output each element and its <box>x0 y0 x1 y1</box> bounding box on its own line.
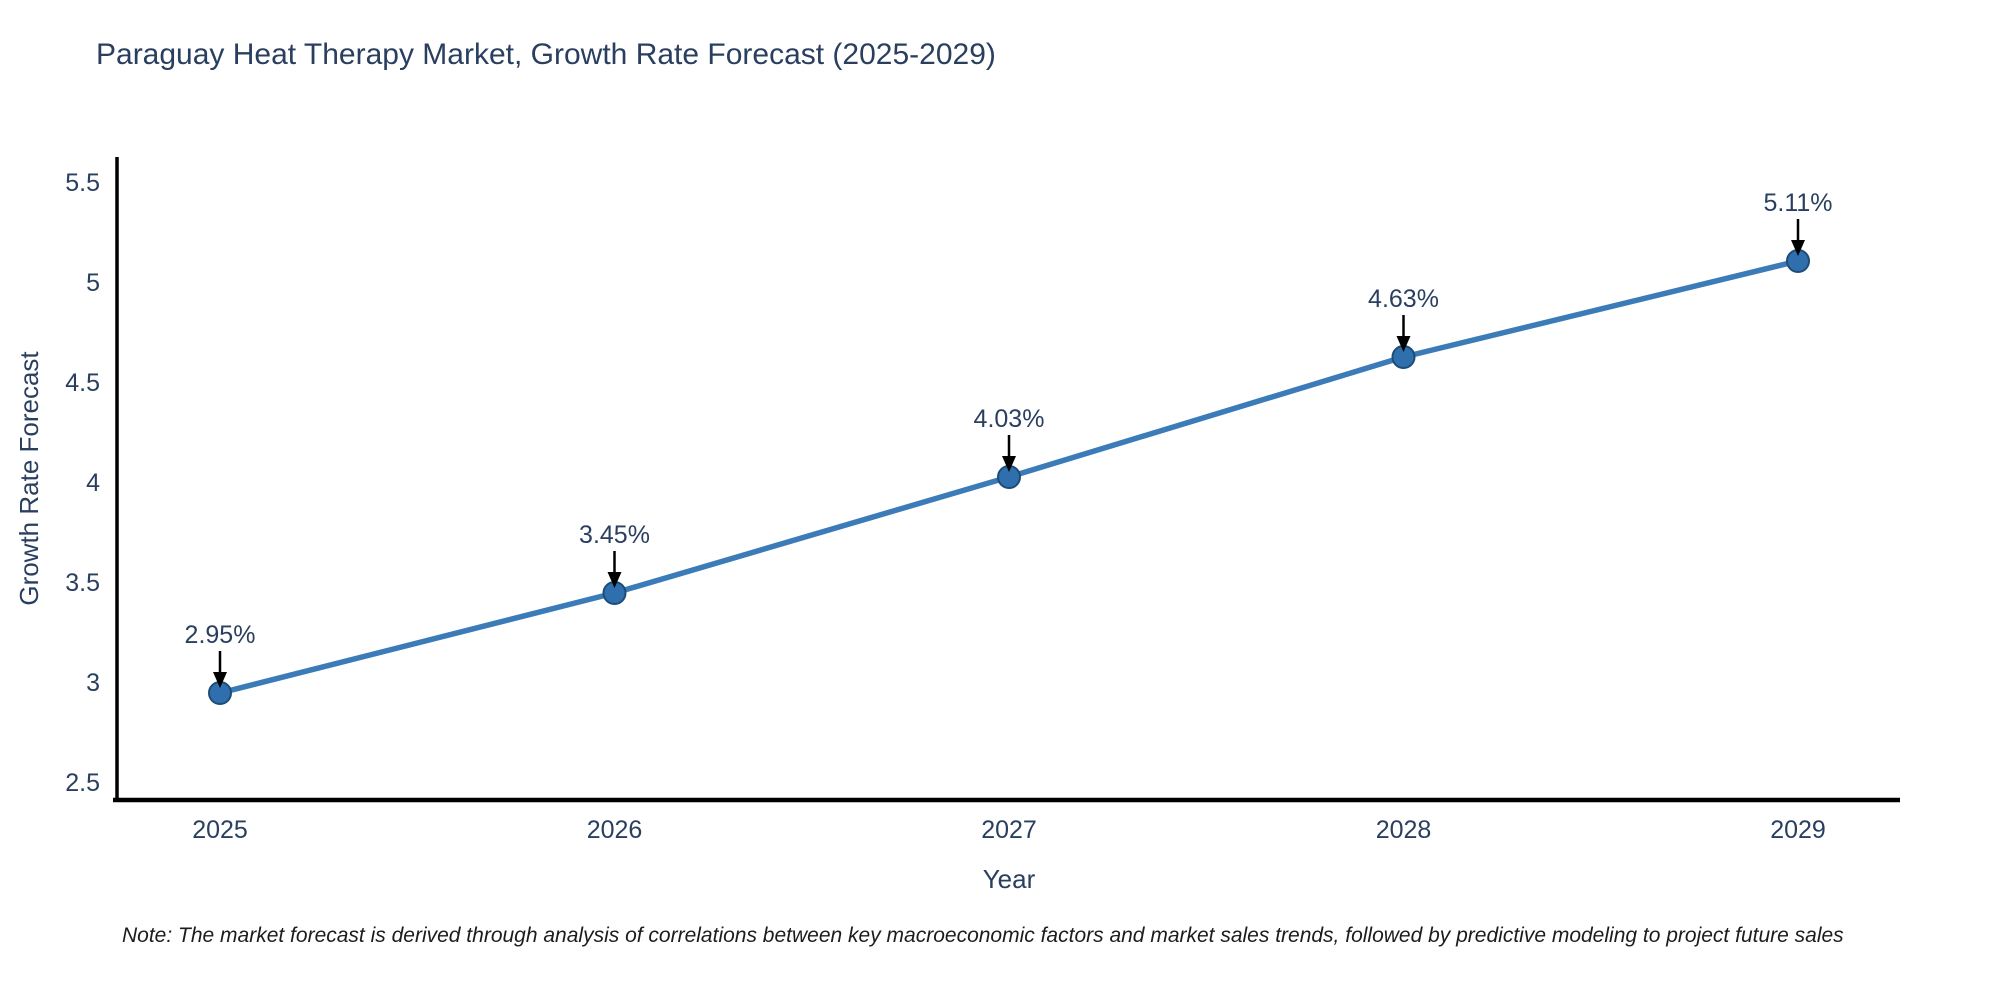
y-axis-title: Growth Rate Forecast <box>14 351 44 606</box>
x-tick-label: 2027 <box>981 816 1037 844</box>
footnote: Note: The market forecast is derived thr… <box>122 924 1844 947</box>
annotation-arrowhead <box>1396 336 1411 352</box>
annotation-arrowhead <box>1791 240 1805 256</box>
point-value-label: 5.11% <box>1763 189 1832 217</box>
x-tick-label: 2026 <box>587 816 643 844</box>
point-value-label: 2.95% <box>185 621 256 649</box>
annotation-arrowhead <box>213 672 227 688</box>
x-tick-label: 2025 <box>192 816 248 844</box>
annotation-arrowhead <box>1002 456 1016 472</box>
point-value-label: 4.63% <box>1368 285 1439 313</box>
y-tick-label: 5.5 <box>65 169 100 197</box>
x-tick-label: 2028 <box>1376 816 1432 844</box>
point-value-label: 4.03% <box>974 405 1045 433</box>
annotation-arrowhead <box>607 572 622 588</box>
x-axis-title: Year <box>983 864 1036 894</box>
x-tick-label: 2029 <box>1770 816 1826 844</box>
y-tick-label: 3 <box>86 669 100 697</box>
y-tick-label: 3.5 <box>65 569 100 597</box>
y-tick-label: 5 <box>86 269 100 297</box>
y-tick-label: 2.5 <box>65 769 100 797</box>
chart-title: Paraguay Heat Therapy Market, Growth Rat… <box>96 38 996 71</box>
y-tick-label: 4.5 <box>65 369 100 397</box>
point-value-label: 3.45% <box>579 521 650 549</box>
y-tick-label: 4 <box>86 469 100 497</box>
